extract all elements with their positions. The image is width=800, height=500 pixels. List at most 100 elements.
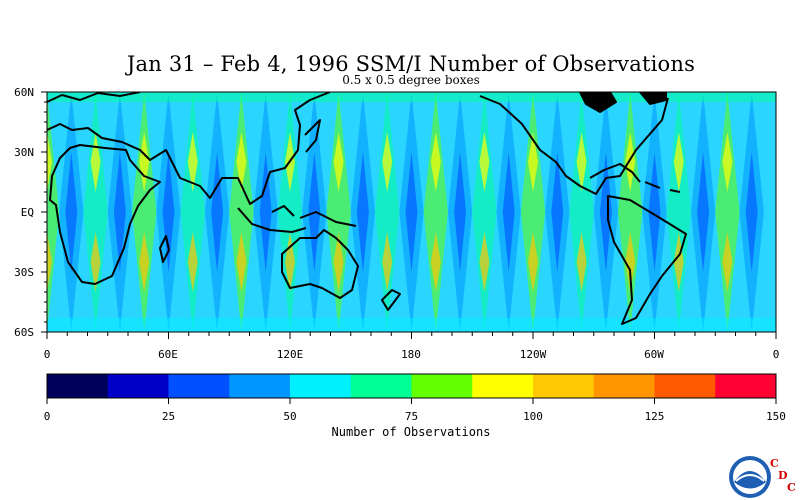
swath-28 [715, 92, 740, 332]
swath-peak-n-24 [625, 132, 636, 192]
coastline-north-america [479, 95, 669, 195]
colorbar-cell-6 [411, 374, 473, 398]
coastline-eurasia [47, 92, 331, 205]
colorbar-tick-150: 150 [766, 410, 786, 423]
swath-12 [326, 92, 351, 332]
swath-18 [472, 92, 497, 332]
arctic-landmass [579, 92, 617, 113]
colorbar-label: Number of Observations [331, 425, 491, 439]
swath-trough-1 [65, 152, 78, 272]
swath-trough-9 [259, 152, 272, 272]
lat-label-60n: 60N [14, 86, 34, 99]
lon-label-60w: 60W [644, 348, 664, 361]
arctic-landmass-east [639, 92, 667, 105]
swath-20 [520, 92, 546, 332]
colorbar-cell-2 [168, 374, 230, 398]
lat-label-eq: EQ [21, 206, 34, 219]
lon-label-120e: 120E [277, 348, 304, 361]
latitude-label-group: 60N 30N EQ 30S 60S [14, 86, 34, 339]
colorbar-cell-8 [533, 374, 595, 398]
swath-peak-n-18 [479, 132, 490, 192]
swath-peak-n-6 [187, 132, 198, 192]
lon-label-180: 180 [401, 348, 421, 361]
swath-peak-s-28 [722, 232, 733, 292]
colorbar-tick-125: 125 [645, 410, 665, 423]
polar-band-south [47, 318, 776, 332]
lon-label-120w: 120W [520, 348, 547, 361]
swath-4 [132, 92, 157, 332]
swath-peak-n-12 [333, 132, 344, 192]
swath-peak-s-18 [479, 232, 490, 292]
colorbar-ticks [46, 398, 777, 404]
swath-peak-n-22 [576, 132, 587, 192]
coastline-gulf [589, 163, 641, 183]
swath-peak-s-2 [90, 232, 101, 292]
swath-peak-s-0 [47, 232, 52, 292]
swath-peak-n-20 [528, 132, 538, 192]
noaa-cdc-logo: C D C [729, 456, 796, 498]
logo-letter-c1: C [770, 457, 779, 470]
swath-peak-s-10 [285, 232, 295, 292]
colorbar-cell-9 [593, 374, 655, 398]
swath-14 [375, 92, 400, 332]
swath-trough-29 [745, 152, 758, 272]
map-frame [41, 91, 777, 339]
noaa-emblem-icon [729, 456, 771, 498]
coastline-japan [304, 119, 321, 153]
swath-trough-3 [113, 152, 126, 272]
colorbar-cell-4 [290, 374, 352, 398]
swath-peak-n-14 [382, 132, 393, 192]
swath-peak-s-24 [625, 232, 636, 292]
swath-26 [666, 92, 691, 332]
swath-peak-s-6 [187, 232, 198, 292]
coastline-south-america [607, 195, 687, 325]
coastlines [47, 92, 687, 325]
swath-22 [569, 92, 594, 332]
lat-label-60s: 60S [14, 326, 34, 339]
colorbar-cell-1 [107, 374, 169, 398]
colorbar-cell-7 [472, 374, 534, 398]
longitude-ticks [46, 332, 777, 339]
swath-peak-s-14 [382, 232, 393, 292]
lon-label-60e: 60E [158, 348, 178, 361]
data-field [47, 92, 776, 332]
colorbar-cell-10 [654, 374, 716, 398]
latitude-ticks [41, 91, 47, 333]
map-title: Jan 31 – Feb 4, 1996 SSM/I Number of Obs… [126, 52, 696, 76]
coastline-indonesia [237, 205, 357, 233]
swath-trough-15 [405, 152, 418, 272]
coastline-new-zealand [381, 289, 401, 311]
swath-16 [423, 92, 448, 332]
swath-peak-s-16 [430, 232, 441, 292]
swath-trough-25 [648, 152, 661, 272]
colorbar-cell-5 [350, 374, 412, 398]
colorbar-tick-75: 75 [405, 410, 418, 423]
colorbar-tick-50: 50 [283, 410, 296, 423]
swath-2 [83, 92, 108, 332]
longitude-label-group: 0 60E 120E 180 120W 60W 0 [44, 348, 780, 361]
map-subtitle: 0.5 x 0.5 degree boxes [342, 73, 480, 87]
colorbar-cell-0 [47, 374, 109, 398]
coastline-africa [49, 144, 161, 285]
lat-label-30s: 30S [14, 266, 34, 279]
swath-peak-s-8 [236, 232, 247, 292]
colorbar-tick-25: 25 [162, 410, 175, 423]
swath-trough-5 [162, 152, 175, 272]
coastline-madagascar [159, 235, 170, 263]
swath-peak-n-16 [430, 132, 441, 192]
colorbar-cell-3 [229, 374, 291, 398]
polar-band-north [47, 92, 776, 102]
logo-letter-d: D [778, 469, 788, 482]
swath-peak-n-28 [722, 132, 733, 192]
swath-peak-s-12 [333, 232, 344, 292]
lon-label-0-left: 0 [44, 348, 51, 361]
swath-24 [618, 92, 643, 332]
colorbar-cells [47, 374, 777, 398]
colorbar-cell-11 [715, 374, 777, 398]
swath-trough-27 [697, 152, 710, 272]
swath-trough-13 [356, 152, 369, 272]
swath-trough-21 [551, 152, 564, 272]
swath-6 [180, 92, 205, 332]
lon-label-0-right: 0 [773, 348, 780, 361]
